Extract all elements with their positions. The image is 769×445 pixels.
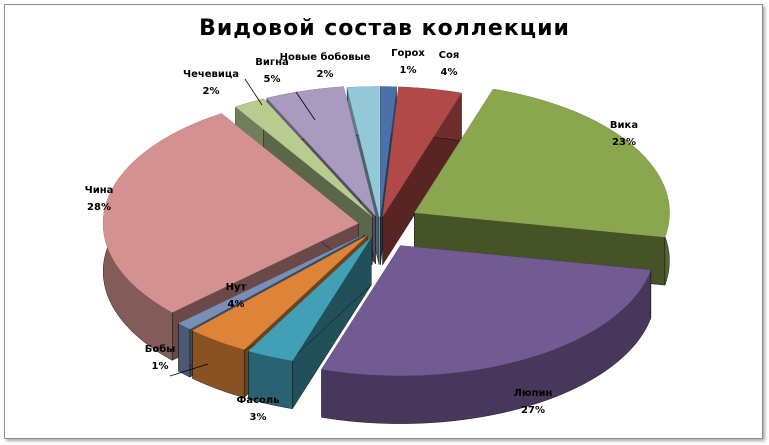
pie-slice-4 bbox=[248, 236, 372, 361]
pie-slice-2 bbox=[414, 88, 670, 238]
pie-slice-7 bbox=[102, 113, 359, 313]
label-value: 5% bbox=[263, 74, 281, 85]
pie-slice-10 bbox=[346, 86, 380, 217]
label-value: 2% bbox=[202, 86, 220, 97]
label-category: Люпин bbox=[513, 388, 553, 399]
label-category: Горох bbox=[391, 48, 425, 59]
label-category: Чечевица bbox=[182, 69, 240, 80]
label-category: Вика bbox=[609, 120, 639, 131]
pie-slice-3 bbox=[321, 245, 652, 376]
data-label: Чечевица 2% bbox=[183, 66, 239, 100]
data-label: Вигна 5% bbox=[255, 54, 289, 88]
label-value: 4% bbox=[227, 299, 245, 310]
pie-slice-9 bbox=[266, 86, 376, 216]
pie-slice-6 bbox=[178, 234, 365, 330]
pie-slice-1 bbox=[382, 86, 462, 217]
label-value: 4% bbox=[440, 67, 458, 78]
label-value: 1% bbox=[151, 361, 169, 372]
data-label: Новые бобовые 2% bbox=[280, 49, 371, 83]
data-label: Фасоль 3% bbox=[236, 392, 279, 426]
pie-slice-0 bbox=[380, 86, 397, 217]
data-label: Соя 4% bbox=[439, 47, 460, 81]
chart-title: Видовой состав коллекции bbox=[199, 16, 570, 41]
label-value: 28% bbox=[87, 202, 111, 213]
label-value: 3% bbox=[249, 412, 267, 423]
data-label: Чина 28% bbox=[85, 182, 114, 216]
pie-slice-8 bbox=[235, 98, 373, 217]
label-category: Новые бобовые bbox=[279, 52, 371, 63]
leader-line bbox=[244, 78, 263, 106]
label-value: 23% bbox=[612, 137, 636, 148]
leader-line bbox=[295, 91, 316, 121]
slice-side bbox=[178, 322, 191, 378]
label-value: 1% bbox=[399, 65, 417, 76]
label-category: Бобы bbox=[144, 344, 176, 355]
data-label: Вика 23% bbox=[610, 117, 638, 151]
label-category: Фасоль bbox=[236, 395, 280, 406]
leader-line bbox=[169, 363, 209, 377]
data-label: Нут 4% bbox=[226, 279, 247, 313]
label-category: Вигна bbox=[255, 57, 289, 68]
label-category: Чина bbox=[84, 185, 114, 196]
label-category: Нут bbox=[225, 282, 247, 293]
data-label: Горох 1% bbox=[391, 45, 425, 79]
data-label: Люпин 27% bbox=[514, 385, 553, 419]
label-category: Соя bbox=[438, 50, 460, 61]
label-value: 2% bbox=[316, 69, 334, 80]
pie-slice-5 bbox=[192, 235, 368, 350]
data-label: Бобы 1% bbox=[145, 341, 176, 375]
label-value: 27% bbox=[521, 405, 545, 416]
